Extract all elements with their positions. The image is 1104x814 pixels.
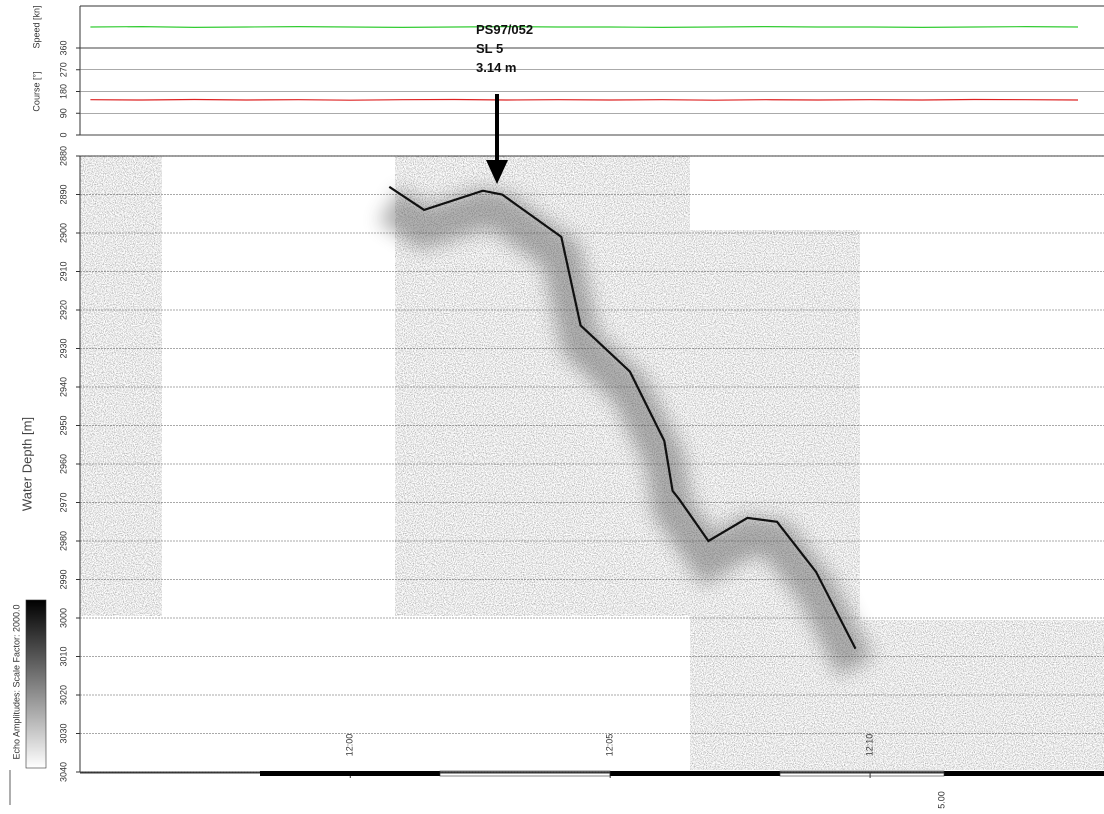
y-tick-label: 2940 [58,377,68,397]
y-tick-label: 2910 [58,261,68,281]
y-axis-label: Speed [kn] [31,5,41,48]
y-tick-label: 360 [58,40,68,55]
y-tick-label: 2880 [58,146,68,166]
y-tick-label: 3000 [58,608,68,628]
y-tick-label: 90 [58,108,68,118]
panels: Speed [kn] Course [°] 0 90 180 270 360 Water De… [19,5,1104,782]
annotation-length: 3.14 m [476,60,516,75]
x-tick-label: 12:00 [345,734,355,757]
annotation: PS97/052 SL 5 3.14 m [476,22,533,184]
y-tick-label: 270 [58,62,68,77]
echo-scatter [378,188,874,676]
y-tick-label: 2900 [58,223,68,243]
echo-halo [378,188,874,676]
y-tick-label: 0 [58,132,68,137]
y-tick-label: 2930 [58,338,68,358]
echo-noise [80,156,1104,770]
y-tick-label: 2980 [58,531,68,551]
x-tick-label: 12:05 [605,734,615,757]
x-tick-label: 12:10 [864,734,874,757]
data-line [90,98,1079,101]
y-tick-label: 2960 [58,454,68,474]
y-tick-label: 3020 [58,685,68,705]
y-tick-label: 180 [58,84,68,99]
data-line [90,25,1079,29]
y-tick-label: 2950 [58,415,68,435]
annotation-gear: SL 5 [476,41,503,56]
scale-bar: 5.00 [80,770,1104,809]
y-axis-label: Course [°] [31,71,41,111]
arrow-head [486,160,508,184]
colorbar-label: Echo Amplitudes: Scale Factor: 2000.0 [11,604,21,759]
scale-label: 5.00 [936,791,946,809]
y-tick-label: 3010 [58,646,68,666]
colorbar: Echo Amplitudes: Scale Factor: 2000.0 [9,599,47,805]
y-tick-label: 3040 [58,762,68,782]
y-axis-label: Water Depth [m] [19,417,34,511]
y-tick-label: 2990 [58,569,68,589]
y-tick-label: 2920 [58,300,68,320]
y-tick-label: 2970 [58,492,68,512]
seafloor-echo [388,185,857,650]
y-tick-label: 3030 [58,723,68,743]
y-tick-label: 2890 [58,184,68,204]
annotation-station: PS97/052 [476,22,533,37]
